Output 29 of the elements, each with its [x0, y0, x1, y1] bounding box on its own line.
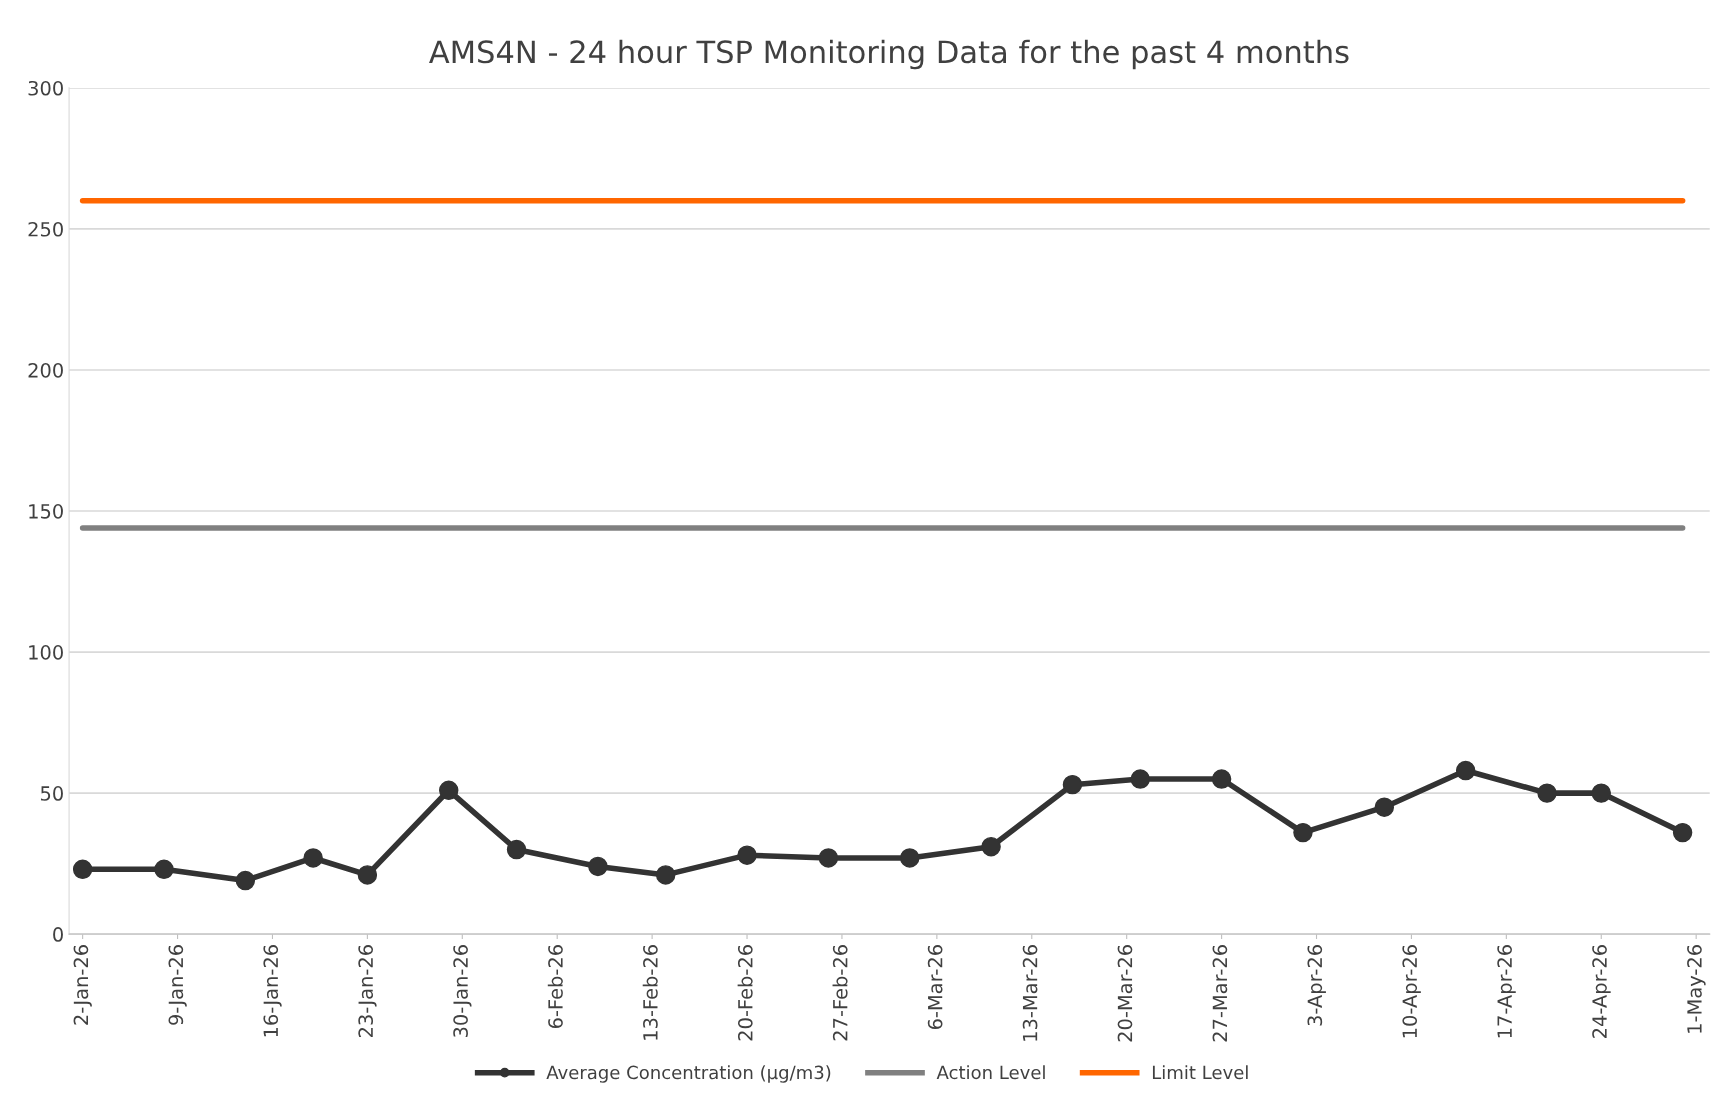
y-tick-label: 50	[40, 786, 63, 801]
chart-title: AMS4N - 24 hour TSP Monitoring Data for the past 4 months	[429, 39, 1349, 70]
x-tick-label: 24-Apr-26	[1592, 945, 1611, 1038]
x-tick-label: 17-Apr-26	[1497, 945, 1516, 1038]
x-tick-label: 23-Jan-26	[358, 945, 377, 1038]
x-tick-label: 13-Mar-26	[1022, 945, 1038, 1041]
x-tick-label: 20-Mar-26	[1117, 945, 1133, 1042]
x-tick-label: 10-Apr-26	[1402, 945, 1421, 1038]
y-tick-label: 300	[28, 80, 63, 96]
x-tick-label: 27-Feb-26	[832, 945, 848, 1041]
y-tick-label: 100	[29, 645, 63, 660]
x-tick-label: 20-Feb-26	[737, 945, 753, 1041]
x-tick-label: 1-May-26	[1687, 945, 1706, 1033]
x-tick-label: 13-Feb-26	[642, 945, 658, 1040]
x-tick-label: 27-Mar-26	[1212, 945, 1228, 1042]
y-tick-label: 0	[53, 927, 63, 942]
legend-label: Average Concentration (µg/m3)	[546, 1065, 831, 1083]
x-tick-label: 30-Jan-26	[453, 945, 472, 1037]
legend-label: Limit Level	[1152, 1065, 1248, 1080]
legend-label: Action Level	[936, 1065, 1045, 1080]
x-tick-label: 9-Jan-26	[168, 945, 187, 1025]
x-tick-label: 2-Jan-26	[73, 945, 92, 1025]
x-tick-label: 16-Jan-26	[263, 945, 282, 1037]
x-tick-label: 6-Feb-26	[547, 945, 563, 1029]
x-tick-label: 3-Apr-26	[1307, 945, 1326, 1026]
y-tick-label: 250	[28, 221, 63, 237]
x-tick-label: 6-Mar-26	[927, 945, 943, 1030]
y-tick-label: 200	[28, 362, 63, 378]
y-tick-label: 150	[29, 503, 63, 519]
